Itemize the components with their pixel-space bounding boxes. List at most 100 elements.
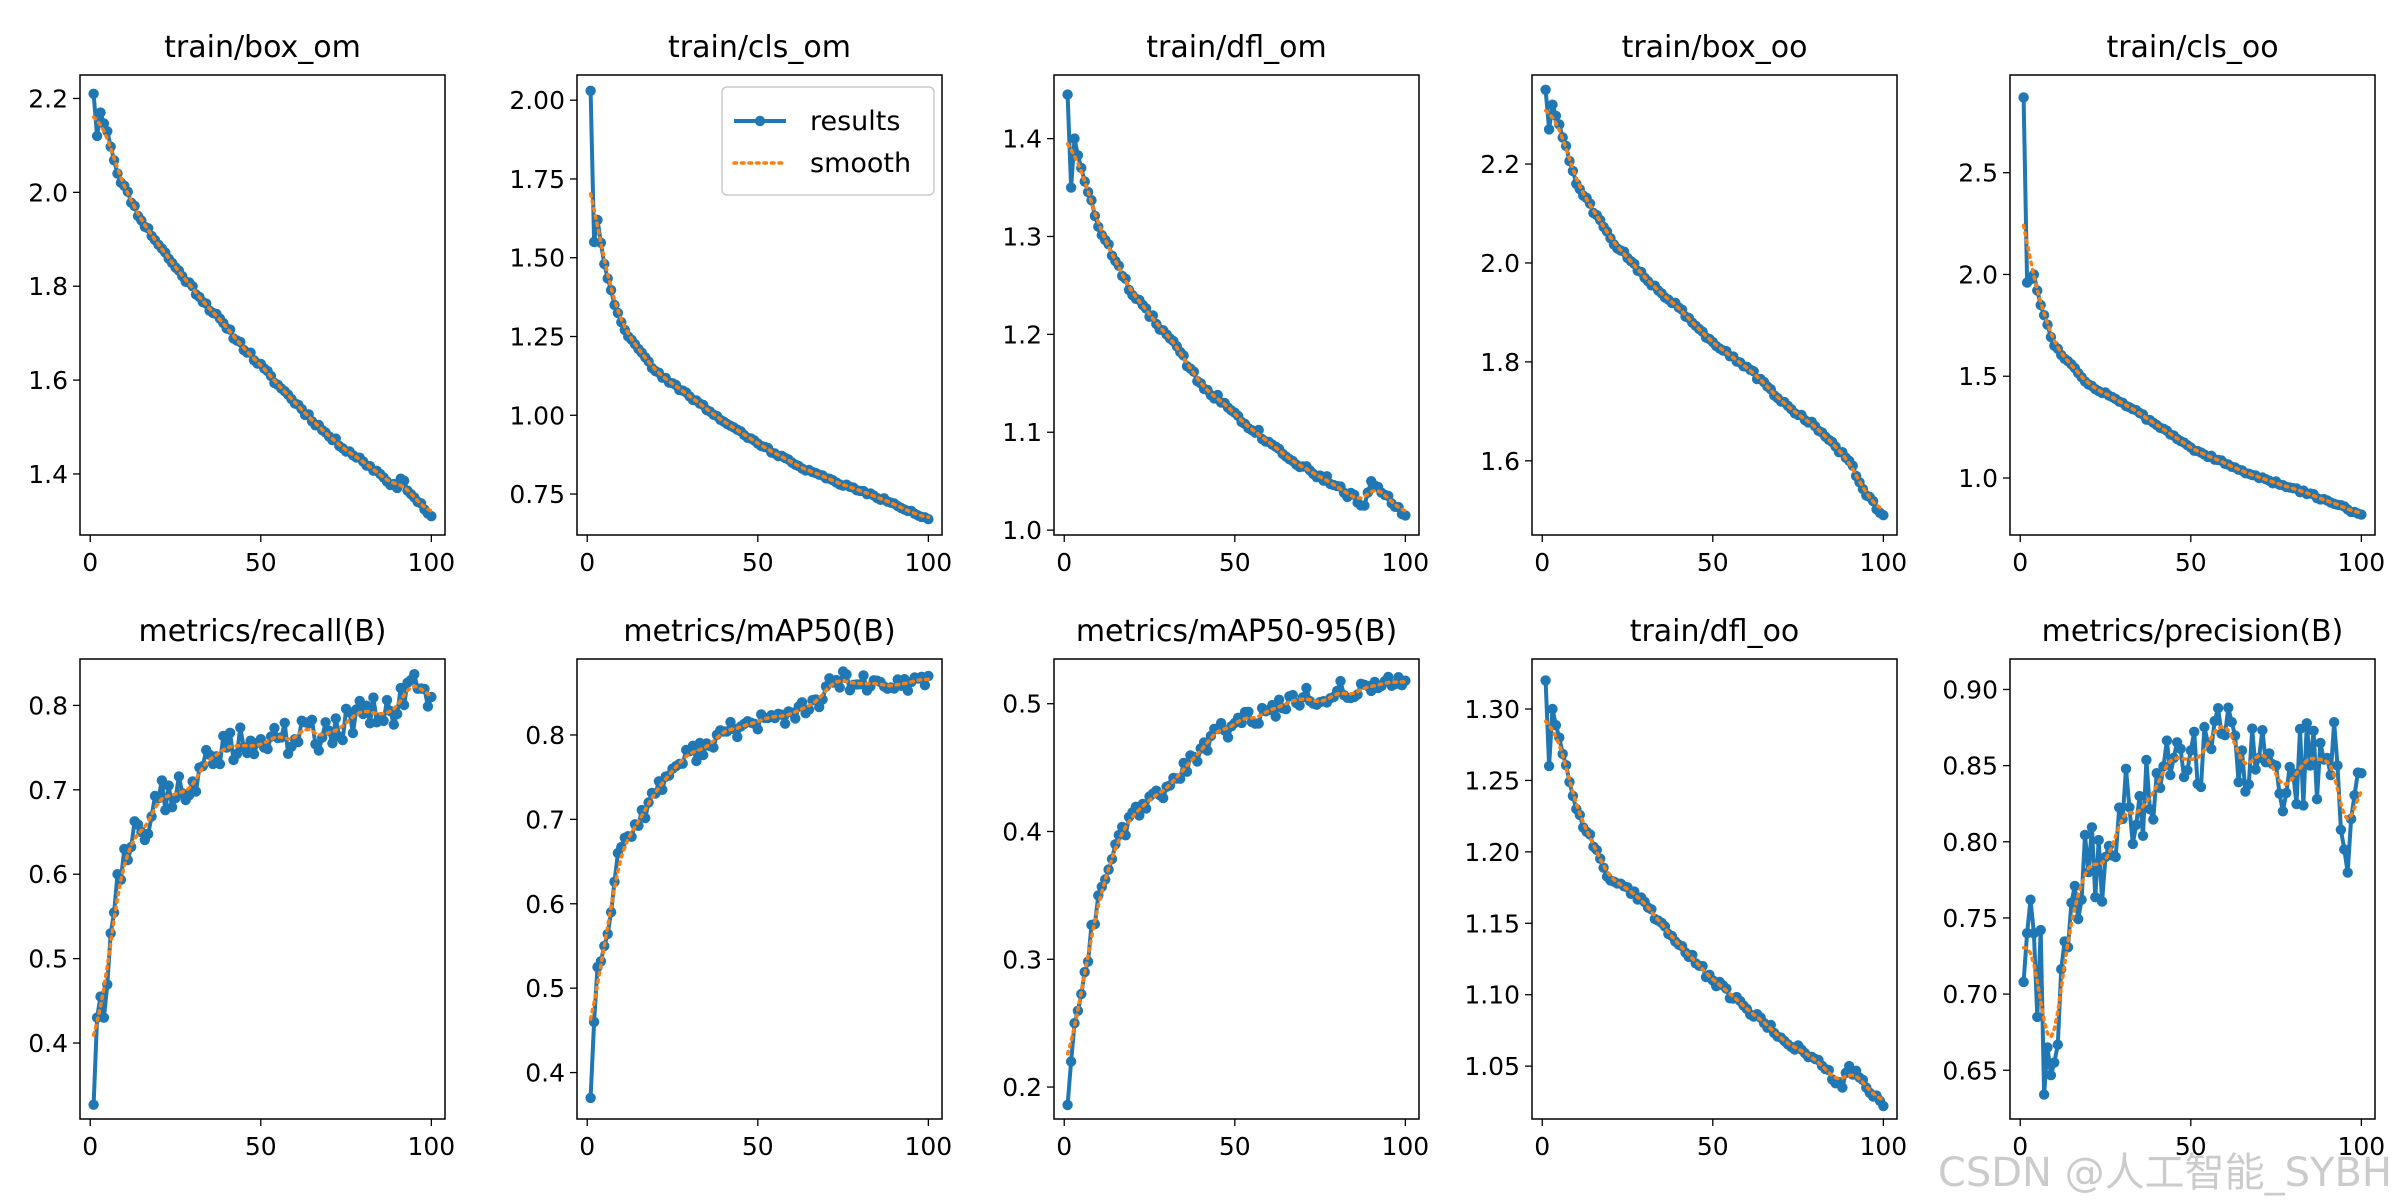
subplot-metrics-recall-b-: metrics/recall(B) 0 50 100 0.4 0.5 0.6 0.7 0.8 [28,614,455,1161]
subplot-title: metrics/recall(B) [138,614,386,649]
results-point [2148,814,2159,825]
results-point [2226,716,2237,728]
results-point [2219,730,2231,741]
watermark: CSDN @人工智能_SYBH [1937,1150,2392,1196]
results-point [1543,760,1555,772]
results-point [708,742,719,753]
results-line [1543,680,1886,1108]
results-point [361,700,372,711]
results-point [1062,1099,1073,1111]
results-point [2079,829,2091,841]
y-tick-label: 1.4 [28,460,68,489]
results-point [2086,822,2098,833]
x-tick-label: 100 [407,548,455,577]
results-point [2127,838,2138,850]
y-tick-label: 2.5 [1958,159,1998,188]
smooth-line [2021,724,2364,1041]
results-point [2345,813,2357,825]
results-point [790,713,801,724]
results-point [2032,1011,2043,1023]
results-point [1540,84,1551,96]
results-line [2021,705,2362,1097]
plot-frame [2009,658,2376,1120]
results-point [2311,794,2323,805]
results-point [279,717,290,728]
y-tick-label: 1.15 [1464,909,1520,938]
results-point [102,126,113,137]
results-point [98,1012,110,1023]
results-line [1065,674,1407,1106]
x-tick-label: 50 [742,548,774,577]
results-point [803,704,815,715]
results-point [1222,732,1234,743]
smooth-line [1543,719,1886,1102]
x-tick-label: 50 [245,1132,277,1161]
y-tick-label: 2.00 [509,86,565,115]
results-point [2339,844,2350,855]
results-point [1547,703,1558,715]
subplot-train-box-oo: train/box_oo 0 50 100 1.6 1.8 2.0 2.2 [1480,30,1907,577]
y-tick-label: 0.6 [28,860,68,889]
y-tick-label: 1.4 [1002,125,1042,154]
results-point [306,714,318,725]
subplot-title: train/box_om [164,30,361,65]
smooth-line [588,677,931,1021]
subplot-train-dfl-om: train/dfl_om 0 50 100 1.0 1.1 1.2 1.3 1.4 [1002,30,1429,577]
results-point [1383,671,1394,683]
y-tick-label: 0.4 [28,1029,68,1058]
y-tick-label: 1.8 [28,272,68,301]
x-tick-label: 0 [1534,1132,1550,1161]
results-point [381,694,393,706]
results-point [1065,182,1077,193]
y-tick-label: 0.7 [525,805,565,834]
results-point [409,669,420,680]
legend-box [721,86,935,196]
y-tick-label: 1.50 [509,244,565,273]
results-point [1243,706,1254,717]
results-point [657,784,668,795]
results-point [2151,768,2162,779]
results-point [1062,89,1073,100]
results-point [2298,800,2309,811]
results-point [2045,1070,2057,1081]
y-tick-label: 0.75 [1942,904,1998,933]
results-point [2137,830,2149,841]
y-tick-label: 1.2 [1002,320,1042,349]
results-point [426,511,437,522]
results-point [231,748,243,760]
plot-frame [2009,74,2376,536]
results-point [2332,760,2343,771]
results-point [752,724,763,735]
results-point [2161,735,2173,746]
results-point [1280,704,1292,715]
results-point [1547,99,1558,110]
results-point [2093,834,2104,846]
results-point [255,734,266,745]
x-tick-label: 0 [1056,1132,1072,1161]
results-point [1878,510,1889,521]
y-tick-label: 1.0 [1002,516,1042,545]
results-point [173,771,185,782]
results-point [1294,700,1305,711]
smooth-line [1065,680,1408,1056]
y-tick-label: 0.80 [1942,828,1998,857]
y-tick-label: 1.8 [1480,348,1520,377]
y-tick-label: 0.85 [1942,752,1998,781]
results-point [2131,819,2142,830]
results-point [2356,768,2367,779]
results-point [841,669,852,680]
y-tick-label: 0.6 [525,890,565,919]
results-point [2018,976,2029,988]
x-tick-label: 50 [1697,548,1729,577]
results-point [923,514,934,525]
results-point [337,734,348,746]
results-point [2175,743,2186,754]
y-tick-label: 1.6 [28,366,68,395]
results-point [95,107,106,118]
results-point [919,680,931,691]
results-point [1550,720,1562,731]
x-tick-label: 100 [407,1132,455,1161]
subplot-train-dfl-oo: train/dfl_oo 0 50 100 1.05 1.10 1.15 1.20 1.25 1.… [1464,614,1907,1161]
results-point [422,701,434,712]
results-point [2294,723,2306,735]
